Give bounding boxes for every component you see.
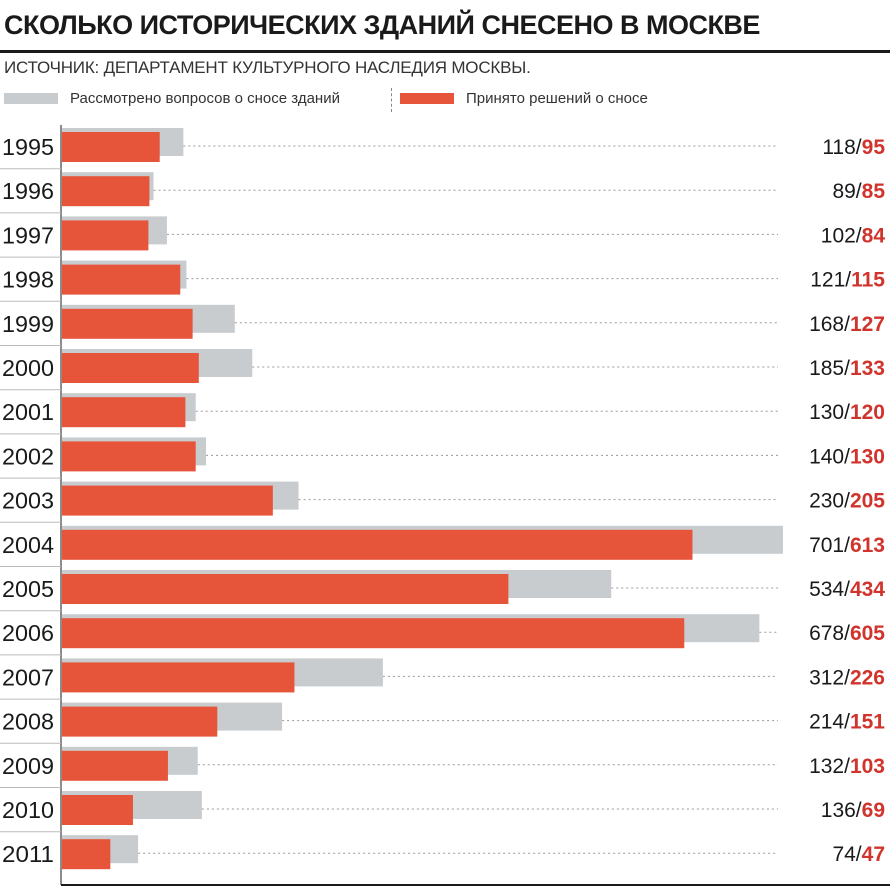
year-label-2007: 2007 xyxy=(2,664,54,690)
value-label-2004: 701/613 xyxy=(809,534,885,557)
year-label-2005: 2005 xyxy=(2,576,54,602)
value-considered-2010: 136/ xyxy=(821,799,862,822)
year-label-1996: 1996 xyxy=(2,178,54,204)
year-label-2000: 2000 xyxy=(2,355,54,381)
bar-decided-1996 xyxy=(62,176,150,207)
bar-decided-2009 xyxy=(62,750,168,781)
bar-decided-2006 xyxy=(62,618,685,649)
value-decided-2001: 120 xyxy=(850,401,885,424)
bar-decided-2000 xyxy=(62,353,199,383)
value-label-2002: 140/130 xyxy=(809,445,885,468)
value-considered-1995: 118/ xyxy=(822,136,861,159)
value-considered-2008: 214/ xyxy=(809,711,850,734)
value-label-1996: 89/85 xyxy=(832,180,885,203)
legend-swatch-considered xyxy=(4,93,58,104)
value-decided-2011: 47 xyxy=(862,843,885,866)
value-label-1998: 121/115 xyxy=(810,269,885,292)
legend-label-considered: Рассмотрено вопросов о сносе зданий xyxy=(70,90,340,107)
value-decided-2006: 605 xyxy=(850,622,885,645)
value-label-2001: 130/120 xyxy=(809,401,885,424)
value-label-2003: 230/205 xyxy=(809,490,885,513)
value-label-2009: 132/103 xyxy=(809,755,885,778)
value-decided-2009: 103 xyxy=(850,755,885,778)
value-decided-1999: 127 xyxy=(850,313,885,336)
bar-decided-2004 xyxy=(62,529,693,560)
year-label-1999: 1999 xyxy=(2,311,54,337)
value-label-1999: 168/127 xyxy=(809,313,885,336)
value-considered-2011: 74/ xyxy=(832,843,861,866)
bar-decided-2010 xyxy=(62,795,133,825)
value-considered-2009: 132/ xyxy=(809,755,850,778)
title-divider xyxy=(0,50,890,53)
legend-swatch-decided xyxy=(400,93,454,104)
year-label-2003: 2003 xyxy=(2,488,54,514)
value-label-2006: 678/605 xyxy=(809,622,885,645)
value-label-2011: 74/47 xyxy=(832,843,885,866)
value-considered-2000: 185/ xyxy=(809,357,850,380)
value-considered-2003: 230/ xyxy=(809,490,850,513)
value-considered-1997: 102/ xyxy=(821,224,862,247)
bar-decided-1995 xyxy=(62,132,160,162)
bar-decided-1998 xyxy=(62,264,181,295)
legend-label-decided: Принято решений о сносе xyxy=(466,90,648,107)
value-label-2010: 136/69 xyxy=(821,799,885,822)
year-label-2001: 2001 xyxy=(2,399,54,425)
value-decided-2002: 130 xyxy=(850,445,885,468)
year-label-1997: 1997 xyxy=(2,222,54,248)
year-label-2010: 2010 xyxy=(2,797,54,823)
chart-title: СКОЛЬКО ИСТОРИЧЕСКИХ ЗДАНИЙ СНЕСЕНО В МО… xyxy=(4,10,760,40)
value-considered-2005: 534/ xyxy=(809,578,850,601)
value-decided-2010: 69 xyxy=(862,799,885,822)
value-considered-2001: 130/ xyxy=(809,401,850,424)
year-label-2008: 2008 xyxy=(2,709,54,735)
year-label-1995: 1995 xyxy=(2,134,54,160)
bar-decided-2002 xyxy=(62,441,196,472)
bar-decided-2011 xyxy=(62,839,111,870)
year-label-2006: 2006 xyxy=(2,620,54,646)
value-considered-2002: 140/ xyxy=(809,445,850,468)
bar-decided-2001 xyxy=(62,397,186,428)
value-label-2005: 534/434 xyxy=(809,578,885,601)
source-note: ИСТОЧНИК: ДЕПАРТАМЕНТ КУЛЬТУРНОГО НАСЛЕД… xyxy=(4,58,531,77)
bar-decided-2007 xyxy=(62,662,295,693)
year-label-2004: 2004 xyxy=(2,532,54,558)
legend-separator xyxy=(391,88,392,112)
value-label-1997: 102/84 xyxy=(821,224,886,247)
value-label-2000: 185/133 xyxy=(809,357,885,380)
value-considered-1998: 121/ xyxy=(810,269,851,292)
value-decided-2007: 226 xyxy=(850,666,885,689)
value-decided-1997: 84 xyxy=(862,224,886,247)
legend: Рассмотрено вопросов о сносе зданий Прин… xyxy=(0,88,890,112)
value-label-2008: 214/151 xyxy=(809,711,885,734)
value-considered-1996: 89/ xyxy=(832,180,861,203)
value-decided-2000: 133 xyxy=(850,357,885,380)
value-considered-2004: 701/ xyxy=(809,534,850,557)
bar-decided-1999 xyxy=(62,308,193,339)
value-decided-1996: 85 xyxy=(862,180,886,203)
value-decided-2008: 151 xyxy=(850,711,885,734)
value-decided-1998: 115 xyxy=(851,269,885,292)
value-considered-2006: 678/ xyxy=(809,622,850,645)
bar-decided-1997 xyxy=(62,220,149,251)
value-considered-1999: 168/ xyxy=(809,313,850,336)
bar-decided-2003 xyxy=(62,485,273,516)
year-label-2009: 2009 xyxy=(2,753,54,779)
value-decided-1995: 95 xyxy=(862,136,886,159)
bar-decided-2005 xyxy=(62,574,509,604)
value-considered-2007: 312/ xyxy=(809,666,850,689)
value-label-1995: 118/95 xyxy=(822,136,885,159)
year-label-2011: 2011 xyxy=(2,841,54,867)
bar-decided-2008 xyxy=(62,706,218,737)
year-label-2002: 2002 xyxy=(2,443,54,469)
value-label-2007: 312/226 xyxy=(809,666,885,689)
value-decided-2003: 205 xyxy=(850,490,885,513)
value-decided-2005: 434 xyxy=(850,578,885,601)
value-decided-2004: 613 xyxy=(850,534,885,557)
year-label-1998: 1998 xyxy=(2,267,54,293)
